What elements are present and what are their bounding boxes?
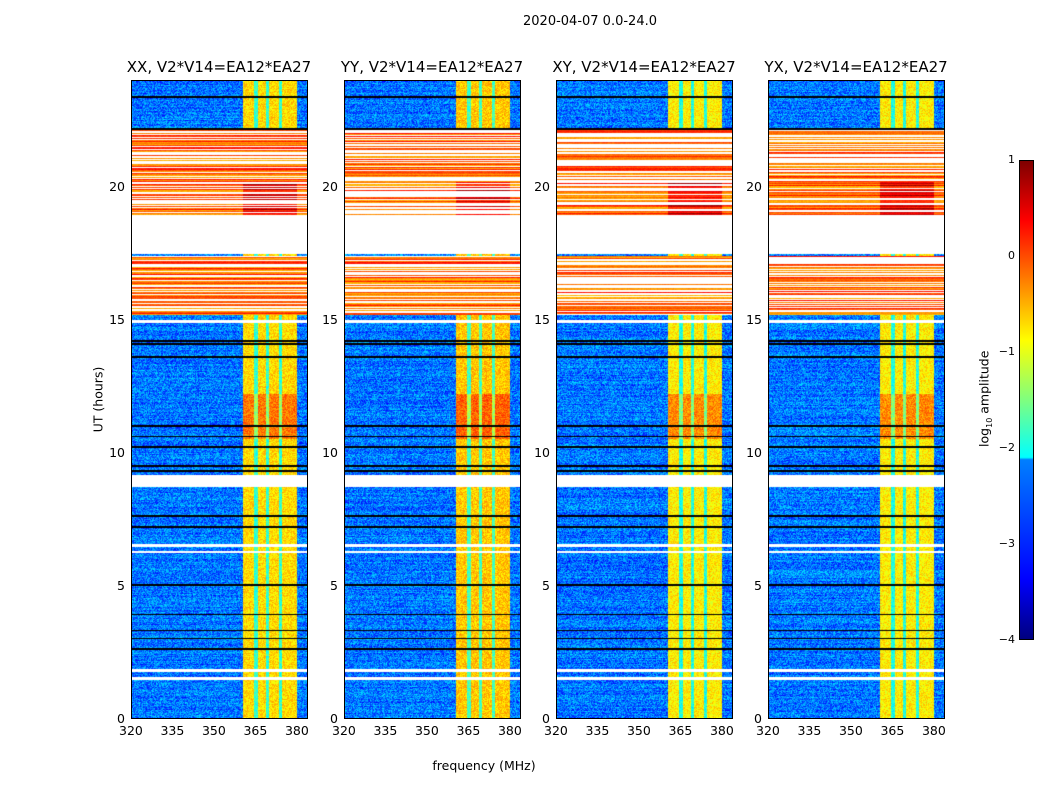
colorbar	[1019, 160, 1034, 640]
x-tick-label: 365	[668, 723, 693, 738]
x-tick-label: 380	[497, 723, 522, 738]
y-tick-label: 20	[322, 178, 338, 194]
y-tick-label: 15	[109, 311, 125, 327]
y-tick-label: 0	[754, 711, 762, 726]
y-tick-label: 10	[109, 444, 125, 460]
y-tick-label: 5	[330, 577, 338, 593]
colorbar-tick-label: −2	[998, 441, 1015, 454]
panel-title: XX, V2*V14=EA12*EA27	[126, 58, 312, 76]
x-tick-label: 350	[838, 723, 863, 738]
y-tick-label: 15	[322, 311, 338, 327]
y-tick-label: 10	[322, 444, 338, 460]
y-tick-label: 5	[754, 577, 762, 593]
colorbar-tick-label: −4	[998, 633, 1015, 646]
x-tick-label: 380	[921, 723, 946, 738]
heatmap-image	[557, 81, 732, 718]
x-tick-label: 350	[201, 723, 226, 738]
x-tick-label: 365	[880, 723, 905, 738]
figure-title: 2020-04-07 0.0-24.0	[523, 14, 657, 29]
y-tick-label: 0	[117, 711, 125, 726]
y-tick-label: 5	[117, 577, 125, 593]
heatmap-image	[132, 81, 307, 718]
x-tick-label: 365	[456, 723, 481, 738]
heatmap-panel	[556, 80, 733, 719]
x-tick-label: 380	[709, 723, 734, 738]
y-tick-label: 20	[746, 178, 762, 194]
y-tick-label: 10	[534, 444, 550, 460]
x-tick-label: 380	[284, 723, 309, 738]
y-tick-label: 15	[746, 311, 762, 327]
colorbar-tick-label: 1	[1008, 153, 1015, 166]
heatmap-image	[345, 81, 520, 718]
colorbar-label: log10 amplitude	[976, 350, 994, 447]
colorbar-tick-label: −3	[998, 537, 1015, 550]
y-tick-label: 5	[542, 577, 550, 593]
x-tick-label: 320	[756, 723, 780, 738]
panel-title: YX, V2*V14=EA12*EA27	[764, 58, 948, 76]
heatmap-panel	[768, 80, 945, 719]
heatmap-panel	[131, 80, 308, 719]
panel-title: YY, V2*V14=EA12*EA27	[340, 58, 524, 76]
x-tick-label: 335	[373, 723, 398, 738]
x-tick-label: 335	[160, 723, 185, 738]
x-tick-label: 350	[414, 723, 439, 738]
x-tick-label: 320	[119, 723, 143, 738]
colorbar-tick-label: 0	[1008, 249, 1015, 262]
colorbar-tick-label: −1	[998, 345, 1015, 358]
x-tick-label: 365	[243, 723, 268, 738]
heatmap-image	[769, 81, 944, 718]
x-tick-label: 335	[797, 723, 822, 738]
x-axis-label: frequency (MHz)	[432, 758, 536, 773]
x-tick-label: 320	[332, 723, 356, 738]
y-tick-label: 20	[109, 178, 125, 194]
y-tick-label: 15	[534, 311, 550, 327]
y-tick-label: 10	[746, 444, 762, 460]
x-tick-label: 335	[585, 723, 610, 738]
panel-title: XY, V2*V14=EA12*EA27	[552, 58, 736, 76]
heatmap-panel	[344, 80, 521, 719]
y-tick-label: 0	[330, 711, 338, 726]
y-axis-label: UT (hours)	[90, 366, 106, 433]
x-tick-label: 320	[544, 723, 568, 738]
y-tick-label: 0	[542, 711, 550, 726]
y-tick-label: 20	[534, 178, 550, 194]
x-tick-label: 350	[626, 723, 651, 738]
